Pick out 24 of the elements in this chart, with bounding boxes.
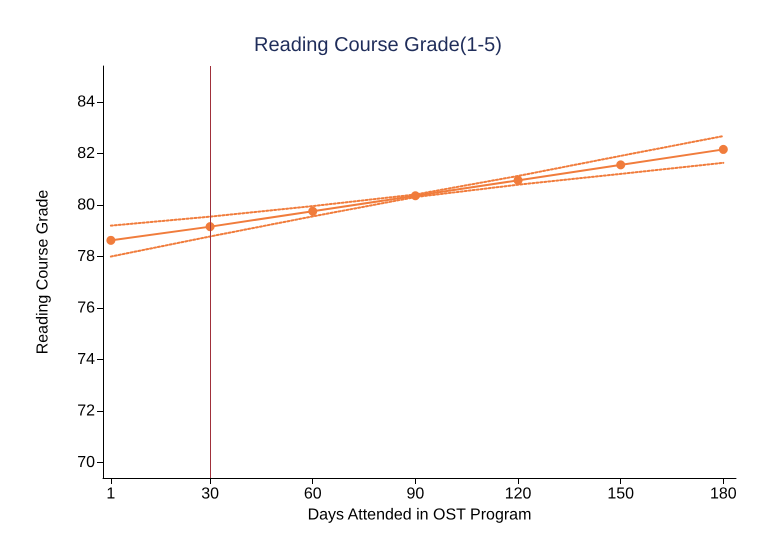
chart-title: Reading Course Grade(1-5)	[254, 34, 502, 56]
y-tick-label: 82	[77, 145, 96, 162]
y-tick-label: 72	[77, 402, 96, 420]
x-axis-title: Days Attended in OST Program	[308, 506, 532, 524]
point	[718, 144, 728, 154]
y-axis-title: Reading Course Grade	[34, 190, 52, 354]
x-tick-label: 180	[710, 486, 737, 502]
point	[514, 176, 523, 185]
point	[410, 191, 420, 200]
y-tick-label: 70	[77, 454, 96, 472]
x-tick-label: 30	[201, 486, 220, 502]
point	[616, 160, 626, 170]
point	[308, 206, 318, 216]
y-tick-label: 76	[77, 300, 96, 317]
point	[106, 236, 116, 245]
y-tick-label: 80	[77, 196, 96, 214]
x-tick-label: 90	[406, 486, 424, 502]
y-tick-label: 84	[77, 94, 96, 111]
y-tick-label: 74	[77, 351, 96, 368]
x-tick-label: 60	[304, 486, 322, 502]
x-tick-label: 120	[504, 486, 532, 502]
y-tick-label: 78	[77, 248, 96, 266]
x-tick-label: 150	[607, 486, 634, 502]
x-tick-label: 1	[106, 486, 116, 502]
